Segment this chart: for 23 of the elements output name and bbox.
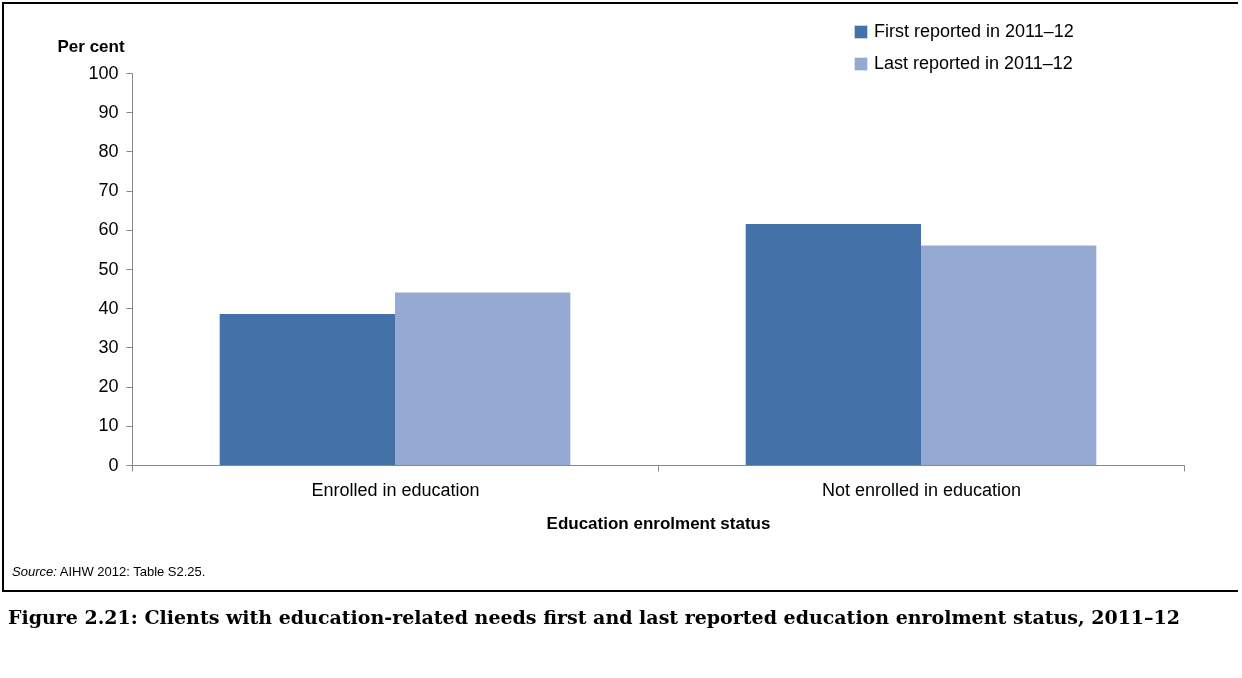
x-tick-label: Not enrolled in education bbox=[821, 479, 1022, 500]
y-tick-label: 80 bbox=[98, 140, 119, 161]
y-tick-label: 0 bbox=[108, 454, 119, 475]
y-tick-label: 40 bbox=[98, 297, 119, 318]
y-tick-label: 70 bbox=[98, 180, 119, 201]
y-axis-title: Per cent bbox=[57, 36, 125, 56]
bar bbox=[395, 292, 571, 465]
y-tick-label: 30 bbox=[98, 336, 119, 357]
y-tick-label: 10 bbox=[98, 415, 119, 436]
x-axis-title: Education enrolment status bbox=[546, 513, 771, 533]
legend-label: Last reported in 2011–12 bbox=[874, 53, 1073, 73]
x-tick-label: Enrolled in education bbox=[311, 479, 480, 500]
bar bbox=[219, 314, 395, 465]
legend-label: First reported in 2011–12 bbox=[874, 21, 1074, 41]
y-tick-label: 50 bbox=[98, 258, 119, 279]
bar bbox=[921, 245, 1097, 465]
y-tick-label: 100 bbox=[88, 62, 119, 83]
y-tick-label: 20 bbox=[98, 376, 119, 397]
source-note: Source: AIHW 2012: Table S2.25. bbox=[12, 564, 206, 579]
y-tick-label: 90 bbox=[98, 101, 119, 122]
bar bbox=[745, 223, 921, 465]
y-tick-label: 60 bbox=[98, 219, 119, 240]
text: Figure 2.21: Clients with education-related needs first and last reported education enrolment status, 2011–12 bbox=[8, 605, 1182, 630]
